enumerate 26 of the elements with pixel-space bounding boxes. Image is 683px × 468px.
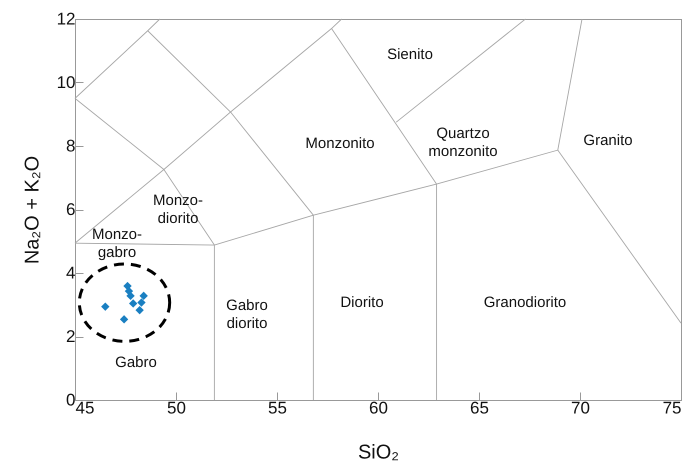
annotation: Sienito bbox=[387, 46, 433, 63]
x-tick-label: 60 bbox=[369, 398, 388, 418]
y-tick-label: 2 bbox=[66, 327, 76, 346]
annotation: Granito bbox=[583, 132, 633, 149]
y-tick-label: 6 bbox=[66, 200, 76, 219]
x-tick-label: 55 bbox=[268, 398, 287, 418]
annotation: Monzo- gabro bbox=[92, 226, 142, 261]
annotation: Gabro diorito bbox=[226, 297, 268, 332]
y-axis-title: Na₂O + K₂O bbox=[22, 156, 44, 264]
annotation: Quartzo monzonito bbox=[428, 125, 498, 160]
y-tick-label: 4 bbox=[66, 264, 76, 282]
annotation: Monzo- diorito bbox=[152, 192, 204, 227]
annotation: Gabro bbox=[115, 354, 157, 371]
y-tick-label: 8 bbox=[66, 136, 76, 156]
y-tick-label: 0 bbox=[66, 390, 76, 410]
y-tick-label: 12 bbox=[56, 10, 76, 28]
x-tick-label: 70 bbox=[571, 398, 590, 418]
annotation: Granodiorito bbox=[484, 294, 566, 311]
annotation: Monzonito bbox=[305, 135, 375, 152]
x-tick-label: 50 bbox=[167, 398, 186, 418]
x-tick-label: 65 bbox=[470, 398, 489, 418]
y-tick-label: 10 bbox=[56, 73, 76, 92]
annotation: Diorito bbox=[340, 294, 384, 311]
x-axis-title: SiO₂ bbox=[358, 442, 400, 464]
x-tick-label: 75 bbox=[662, 398, 682, 418]
x-tick-label: 45 bbox=[76, 398, 94, 418]
